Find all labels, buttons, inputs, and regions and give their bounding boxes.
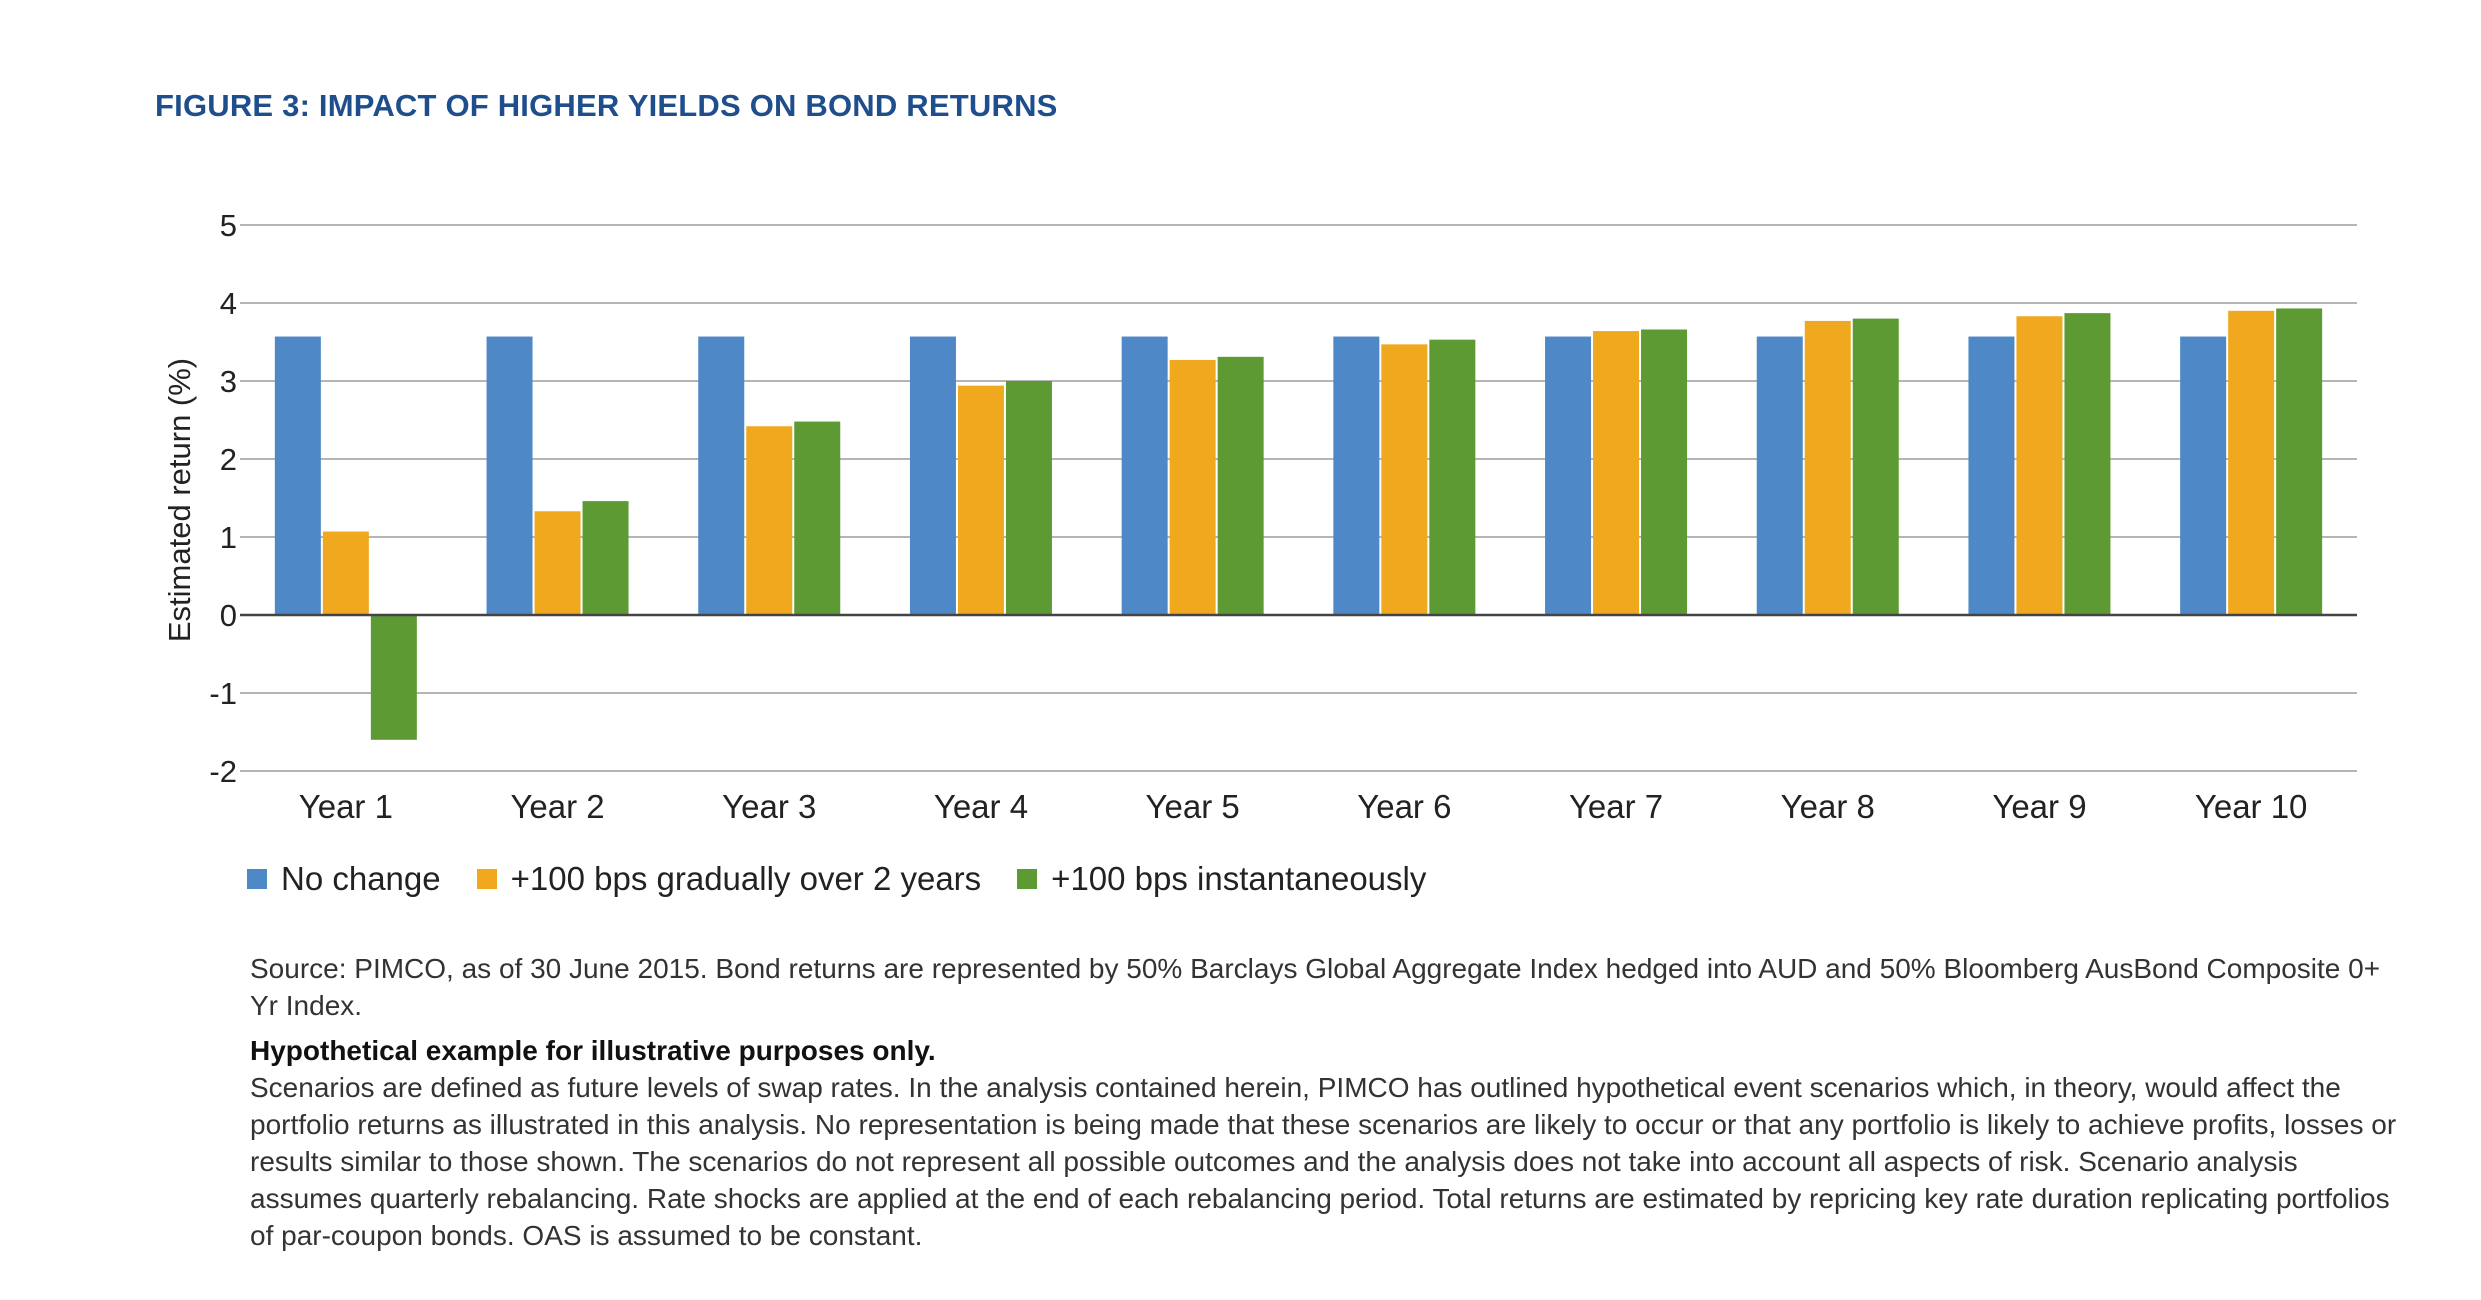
- bar: [1756, 336, 1803, 615]
- legend-swatch-no-change: [247, 869, 267, 889]
- y-tick-label: 2: [220, 442, 237, 477]
- bar: [794, 421, 841, 615]
- y-tick-label: 4: [220, 286, 237, 321]
- bar: [1429, 339, 1476, 615]
- y-tick-label: 1: [220, 520, 237, 555]
- bar-chart: 5 4 3 2 1 0 -1 -2 Year 1 Year 2 Year 3 Year 4 Year 5…: [162, 208, 2357, 825]
- x-tick-label: Year 1: [299, 788, 393, 825]
- bar: [1852, 318, 1899, 615]
- bar: [746, 426, 793, 615]
- bar: [322, 531, 369, 615]
- x-tick-label: Year 9: [1992, 788, 2086, 825]
- bar: [1333, 336, 1380, 615]
- bar: [2016, 316, 2063, 615]
- notes: Source: PIMCO, as of 30 June 2015. Bond …: [250, 950, 2400, 1254]
- legend-swatch-gradual: [476, 869, 497, 889]
- y-axis-label: Estimated return (%): [162, 358, 197, 642]
- disclaimer-heading: Hypothetical example for illustrative pu…: [250, 1035, 936, 1066]
- bar: [2064, 313, 2111, 615]
- bar: [534, 511, 581, 615]
- bar: [2276, 308, 2323, 615]
- axes: 5 4 3 2 1 0 -1 -2 Year 1 Year 2 Year 3 Year 4 Year 5…: [209, 208, 2357, 825]
- x-tick-label: Year 7: [1569, 788, 1663, 825]
- legend-item-instant: +100 bps instantaneously: [1017, 860, 1426, 898]
- disclaimer-body: Scenarios are defined as future levels o…: [250, 1072, 2397, 1251]
- bar: [1804, 320, 1851, 615]
- bar: [1641, 329, 1688, 615]
- x-tick-label: Year 5: [1146, 788, 1240, 825]
- bar: [1545, 336, 1592, 615]
- bar: [1593, 331, 1640, 615]
- bar: [1005, 381, 1052, 615]
- x-tick-label: Year 10: [2195, 788, 2308, 825]
- x-tick-label: Year 3: [722, 788, 816, 825]
- y-tick-label: -1: [209, 676, 237, 711]
- legend: No change +100 bps gradually over 2 year…: [247, 860, 1462, 898]
- figure-title: FIGURE 3: IMPACT OF HIGHER YIELDS ON BON…: [155, 88, 1058, 123]
- x-tick-label: Year 2: [510, 788, 604, 825]
- y-tick-label: 3: [220, 364, 237, 399]
- legend-item-gradual: +100 bps gradually over 2 years: [476, 860, 982, 898]
- bar: [370, 615, 417, 740]
- source-note: Source: PIMCO, as of 30 June 2015. Bond …: [250, 953, 2381, 1021]
- bar: [1381, 344, 1428, 615]
- legend-label: +100 bps gradually over 2 years: [510, 860, 982, 897]
- bar: [1121, 336, 1168, 615]
- bar: [1217, 356, 1264, 615]
- legend-label: +100 bps instantaneously: [1051, 860, 1427, 897]
- bar: [486, 336, 533, 615]
- bar: [1169, 359, 1216, 615]
- legend-swatch-instant: [1017, 869, 1038, 889]
- bar: [2228, 310, 2275, 615]
- x-tick-label: Year 4: [934, 788, 1028, 825]
- legend-label: No change: [281, 860, 441, 897]
- y-tick-label: 5: [220, 208, 237, 243]
- bar: [582, 501, 629, 615]
- bar: [1968, 336, 2015, 615]
- y-tick-label: -2: [209, 754, 237, 789]
- bar: [274, 336, 321, 615]
- bar: [698, 336, 745, 615]
- y-tick-label: 0: [220, 598, 237, 633]
- bar: [2180, 336, 2227, 615]
- bar: [909, 336, 956, 615]
- x-tick-label: Year 8: [1781, 788, 1875, 825]
- bar: [957, 385, 1004, 615]
- legend-item-no-change: No change: [247, 860, 441, 898]
- bars: [274, 308, 2323, 740]
- x-tick-label: Year 6: [1357, 788, 1451, 825]
